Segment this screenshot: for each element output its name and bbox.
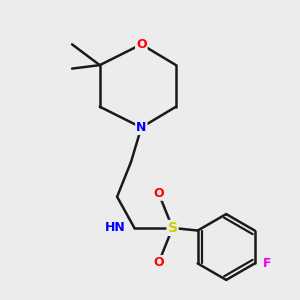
- Text: F: F: [263, 257, 272, 270]
- Text: S: S: [167, 221, 178, 235]
- Text: O: O: [153, 256, 164, 269]
- Text: HN: HN: [105, 221, 126, 234]
- Text: O: O: [153, 187, 164, 200]
- Text: N: N: [136, 121, 146, 134]
- Text: O: O: [136, 38, 147, 51]
